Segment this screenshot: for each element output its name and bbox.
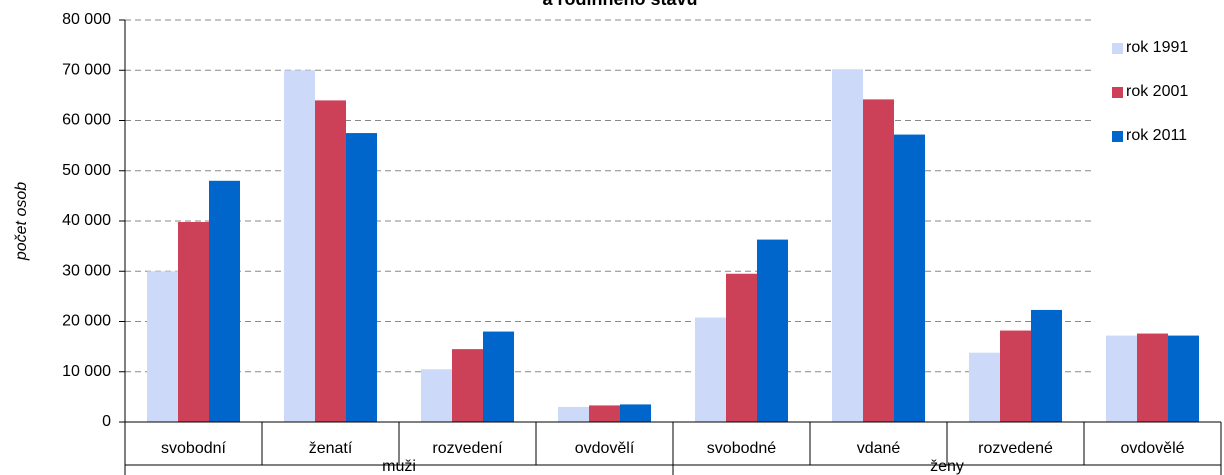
bar [832, 69, 863, 423]
bar [1031, 309, 1062, 422]
bar [969, 352, 1000, 422]
bar [1168, 335, 1199, 422]
bar [452, 349, 483, 422]
x-tick-label: vdané [857, 440, 901, 457]
legend-swatch [1112, 87, 1123, 98]
bar [147, 271, 178, 422]
bar [1000, 330, 1031, 422]
bar [894, 134, 925, 422]
bar [346, 133, 377, 422]
x-tick-label: ovdovělí [575, 440, 635, 457]
bar [757, 239, 788, 422]
x-tick-label: ženatí [309, 440, 353, 457]
legend-label: rok 1991 [1126, 39, 1188, 56]
bar [178, 222, 209, 422]
x-tick-label: svobodné [707, 440, 776, 457]
x-tick-label: rozvedené [978, 440, 1053, 457]
y-tick-label: 10 000 [62, 363, 111, 380]
bar [558, 406, 589, 422]
chart-title: a rodinného stavu [542, 0, 697, 9]
bar [589, 405, 620, 422]
group-label: muži [382, 458, 416, 475]
bar [620, 404, 651, 422]
bar [726, 273, 757, 422]
x-tick-label: svobodní [161, 440, 226, 457]
y-tick-label: 40 000 [62, 212, 111, 229]
y-tick-label: 50 000 [62, 162, 111, 179]
legend-swatch [1112, 131, 1123, 142]
y-tick-label: 70 000 [62, 61, 111, 78]
group-label: ženy [930, 458, 964, 475]
bar [284, 70, 315, 422]
legend-label: rok 2011 [1126, 127, 1187, 144]
y-tick-label: 20 000 [62, 313, 111, 330]
x-tick-label: ovdovělé [1120, 440, 1184, 457]
bar [695, 317, 726, 422]
bar [209, 180, 240, 422]
bar [315, 100, 346, 423]
bar [1106, 335, 1137, 422]
legend-swatch [1112, 43, 1123, 54]
y-tick-label: 80 000 [62, 11, 111, 28]
legend-label: rok 2001 [1126, 83, 1188, 100]
y-tick-label: 60 000 [62, 112, 111, 129]
bar [421, 369, 452, 422]
bar [1137, 333, 1168, 422]
bar [863, 99, 894, 423]
y-tick-label: 0 [102, 413, 111, 430]
x-tick-label: rozvedení [432, 440, 503, 457]
y-tick-label: 30 000 [62, 262, 111, 279]
y-axis-label: počet osob [13, 182, 30, 261]
bar [483, 331, 514, 422]
